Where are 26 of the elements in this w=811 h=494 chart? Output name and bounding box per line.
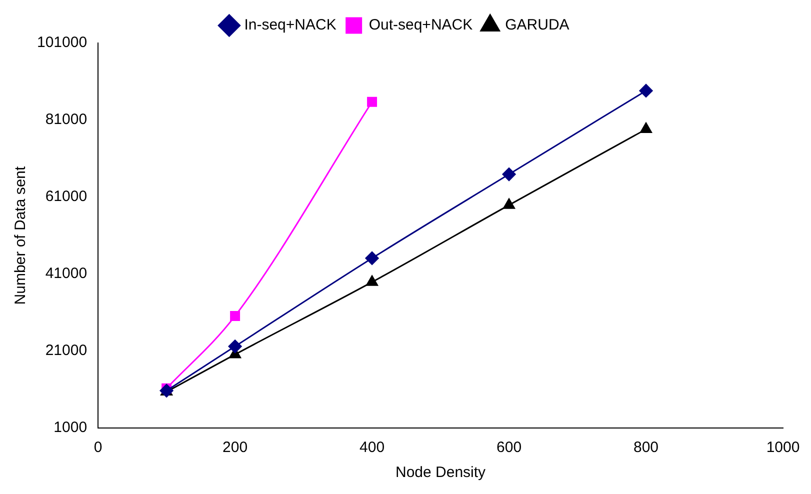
y-tick-label: 81000 [45,111,88,128]
x-tick-label: 400 [360,439,385,456]
x-axis-title: Node Density [396,464,486,482]
x-tick-label: 600 [496,439,522,456]
point [228,340,242,354]
y-tick-label: 101000 [36,34,88,52]
point [365,251,379,265]
point [230,310,240,321]
x-tick-label: 200 [222,439,248,456]
point [503,198,515,209]
x-tick-label: 0 [94,439,102,456]
x-tick-label: 1000 [766,439,800,456]
point [502,168,516,182]
legend-label: In-seq+NACK [244,16,336,34]
point [639,84,653,98]
y-tick-label: 1000 [54,419,88,436]
point [366,275,378,286]
legend-label: GARUDA [505,16,570,34]
point [367,96,378,107]
legend-label: Out-seq+NACK [368,16,473,34]
y-tick-label: 21000 [45,342,88,360]
y-tick-label: 41000 [45,265,88,282]
y-axis-title: Number of Data sent [12,165,30,305]
point [640,122,652,133]
y-tick-label: 61000 [45,188,88,206]
x-tick-label: 800 [633,439,659,456]
